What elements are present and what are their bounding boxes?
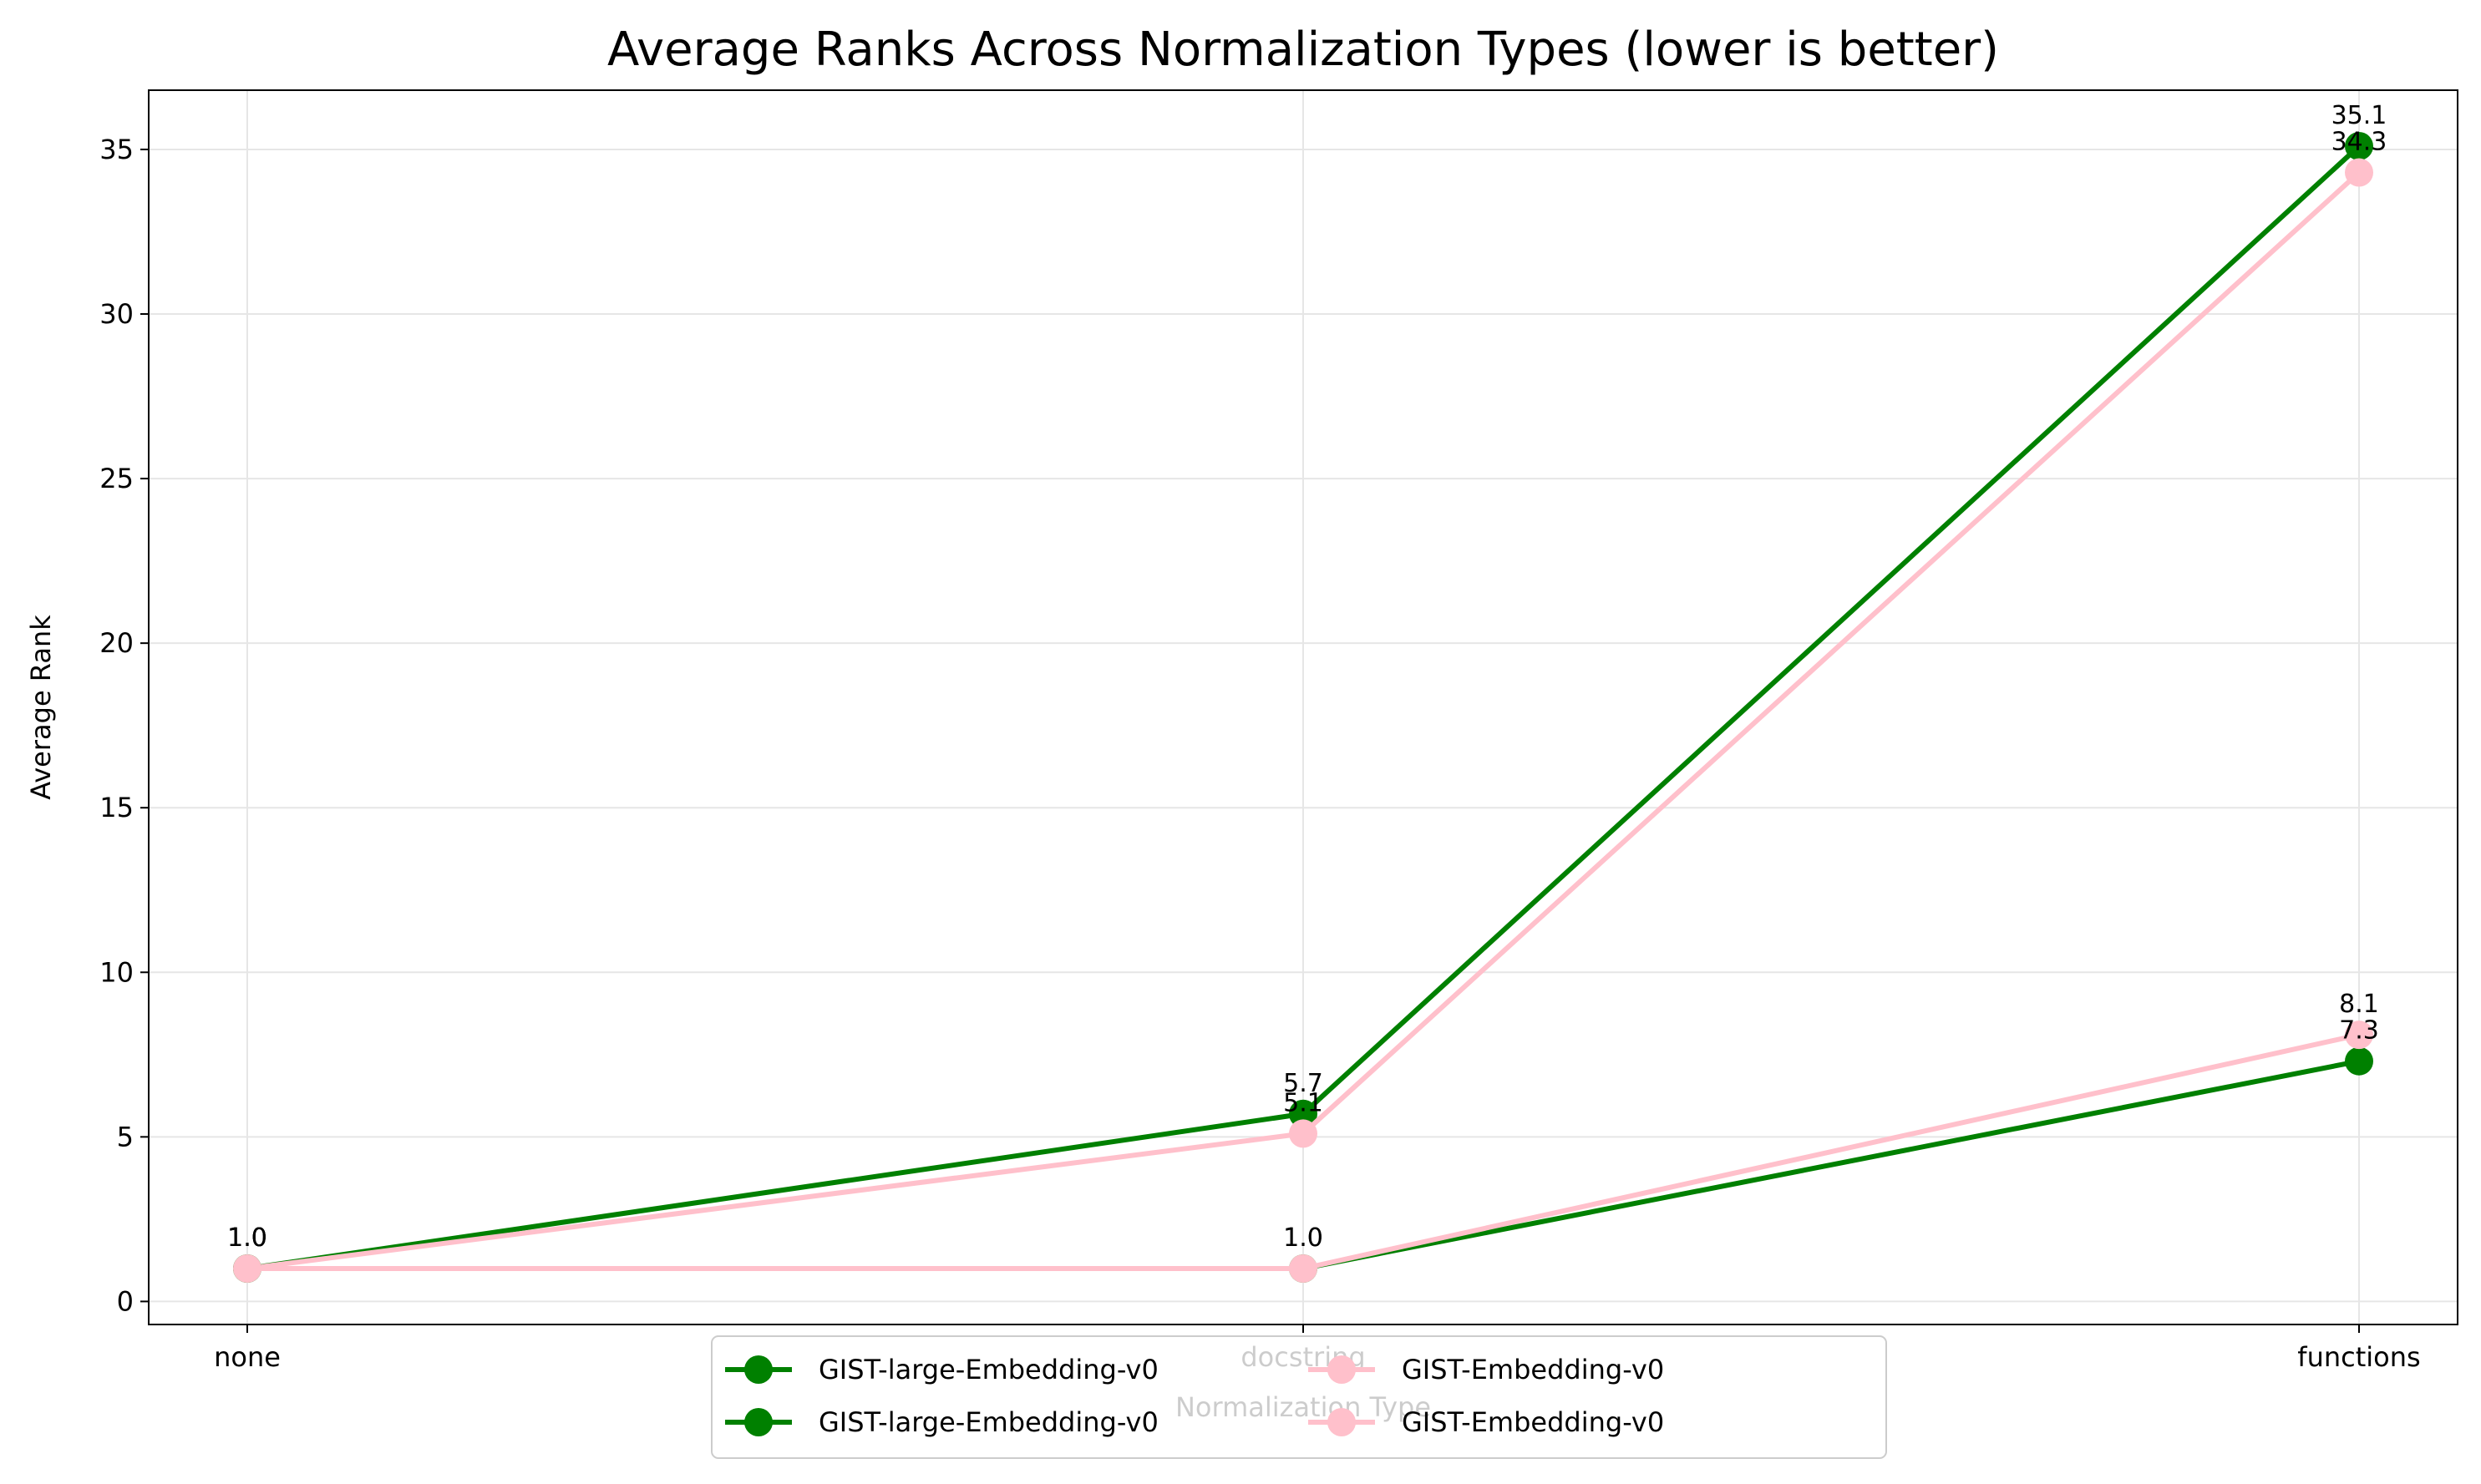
y-tick-label: 25 <box>99 463 134 494</box>
legend: GIST-large-Embedding-v0 GIST-Embedding-v0… <box>711 1335 1887 1459</box>
y-tick-label: 35 <box>99 134 134 165</box>
legend-marker <box>1327 1355 1356 1384</box>
legend-marker <box>744 1408 773 1436</box>
y-axis-title: Average Rank <box>25 615 57 800</box>
y-tick-label: 30 <box>99 298 134 330</box>
legend-item: GIST-large-Embedding-v0 <box>725 1406 1159 1438</box>
series-4 <box>233 1021 2373 1283</box>
series-point <box>2345 158 2373 187</box>
legend-label: GIST-large-Embedding-v0 <box>819 1406 1159 1438</box>
series-point <box>1289 1254 1317 1283</box>
legend-marker <box>744 1355 773 1384</box>
legend-label: GIST-Embedding-v0 <box>1402 1354 1664 1385</box>
series-point <box>2345 132 2373 161</box>
data-label: 1.0 <box>227 1223 267 1253</box>
series-point <box>2345 1021 2373 1050</box>
data-label: 1.0 <box>1283 1223 1323 1253</box>
legend-label: GIST-Embedding-v0 <box>1402 1406 1664 1438</box>
series-point <box>2345 1046 2373 1076</box>
y-tick-label: 10 <box>99 956 134 988</box>
data-label: 5.7 <box>1283 1069 1323 1098</box>
data-label: 1.0 <box>1283 1223 1323 1253</box>
series-point <box>1289 1119 1317 1148</box>
x-tick-label: none <box>214 1341 281 1373</box>
legend-item: GIST-Embedding-v0 <box>1308 1354 1664 1385</box>
y-tick-label: 0 <box>117 1285 134 1317</box>
legend-item: GIST-Embedding-v0 <box>1308 1406 1664 1438</box>
data-label: 34.3 <box>2331 128 2387 157</box>
x-tick-label: functions <box>2297 1341 2420 1373</box>
series-layer <box>233 132 2373 1283</box>
data-label: 1.0 <box>227 1223 267 1253</box>
legend-item: GIST-large-Embedding-v0 <box>725 1354 1159 1385</box>
chart-title: Average Ranks Across Normalization Types… <box>607 23 1999 77</box>
y-tick-label: 20 <box>99 627 134 659</box>
grid-layer <box>149 90 2458 1324</box>
data-label: 1.0 <box>227 1223 267 1253</box>
data-label: 7.3 <box>2339 1016 2379 1046</box>
series-point <box>233 1254 261 1283</box>
legend-box <box>711 1335 1887 1459</box>
data-label-layer: 1.05.735.11.05.134.31.0 1.07.31.0 1.08.1 <box>227 101 2387 1253</box>
legend-marker <box>1327 1408 1356 1436</box>
data-label: 8.1 <box>2339 990 2379 1019</box>
data-label: 35.1 <box>2331 101 2387 130</box>
data-label: 1.0 <box>227 1223 267 1253</box>
data-label: 5.1 <box>1283 1088 1323 1117</box>
legend-label: GIST-large-Embedding-v0 <box>819 1354 1159 1385</box>
y-tick-label: 5 <box>117 1121 134 1152</box>
y-tick-label: 15 <box>99 792 134 823</box>
series-point <box>1289 1099 1317 1128</box>
